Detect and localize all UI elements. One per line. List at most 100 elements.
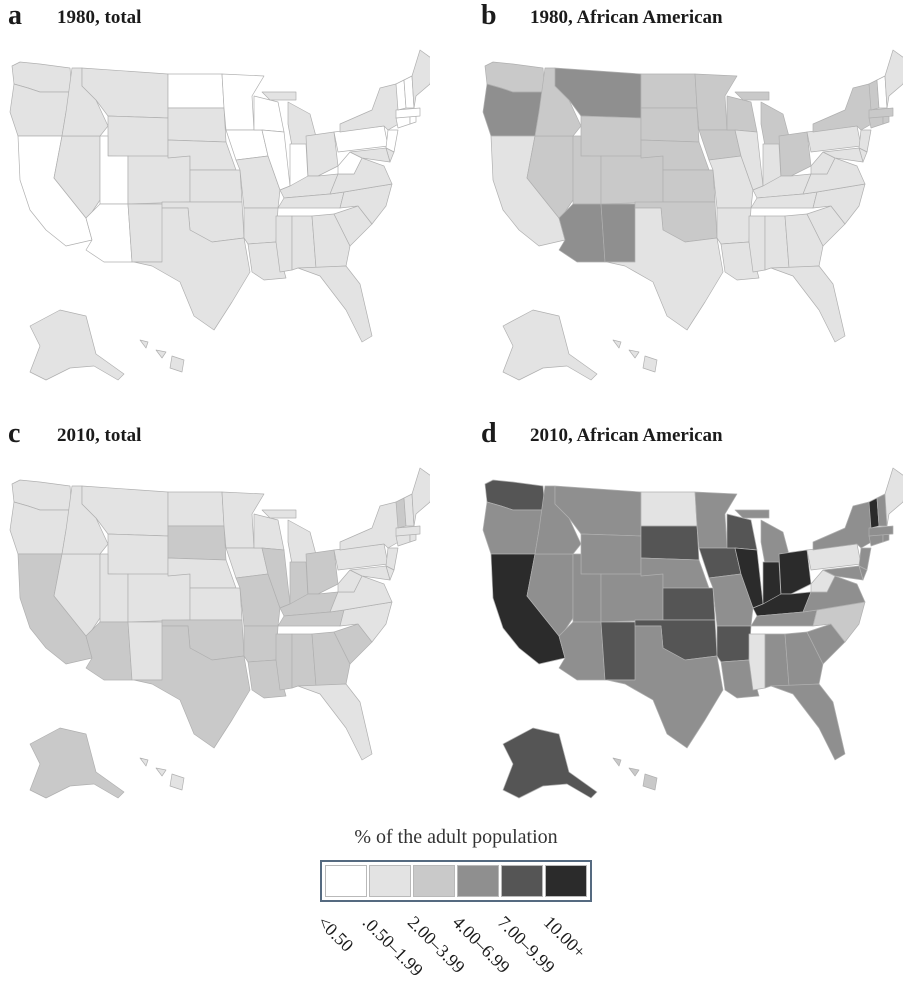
state-me [411, 467, 430, 527]
state-ri [882, 115, 890, 125]
state-ks [189, 169, 243, 203]
legend-title: % of the adult population [354, 826, 558, 848]
state-wy [580, 533, 642, 577]
state-ms [275, 633, 293, 691]
state-la [247, 659, 287, 699]
state-nd [167, 73, 225, 109]
state-wv [810, 151, 836, 175]
state-ar [716, 207, 752, 245]
state-wv [810, 569, 836, 593]
state-ia [225, 129, 269, 161]
state-nd [640, 73, 698, 109]
us-map [482, 49, 903, 381]
panel-title: 2010, total [57, 425, 142, 446]
state-wi [726, 513, 758, 551]
state-wi [253, 513, 285, 551]
map-panel-b: b 1980, African American [473, 0, 903, 390]
state-me [884, 49, 903, 109]
state-or [9, 501, 73, 555]
legend-swatch [413, 865, 455, 897]
state-ny [339, 83, 403, 133]
state-ny [812, 83, 876, 133]
state-wi [253, 95, 285, 133]
state-ma [395, 107, 421, 119]
state-or [482, 501, 546, 555]
legend-swatch [545, 865, 587, 897]
state-hi [612, 757, 658, 791]
state-fl [770, 683, 846, 761]
state-az [85, 621, 133, 681]
state-oh [778, 549, 812, 595]
panel-letter: c [8, 418, 21, 449]
state-me [411, 49, 430, 109]
legend-swatch [369, 865, 411, 897]
state-wv [337, 569, 363, 593]
state-or [9, 83, 73, 137]
panel-letter: b [481, 0, 497, 31]
state-ms [275, 215, 293, 273]
legend-swatch [457, 865, 499, 897]
state-ri [409, 533, 417, 543]
state-ny [339, 501, 403, 551]
state-sd [640, 107, 700, 143]
state-tx [133, 625, 251, 749]
us-map [9, 467, 430, 799]
state-md [822, 565, 864, 581]
state-ks [662, 169, 716, 203]
state-fl [297, 265, 373, 343]
state-ia [225, 547, 269, 579]
state-oh [305, 131, 339, 177]
map-panel-a: a 1980, total [0, 0, 430, 390]
state-ak [29, 727, 125, 799]
state-az [85, 203, 133, 263]
state-ri [409, 115, 417, 125]
map-panel-c: c 2010, total [0, 418, 430, 808]
state-ak [29, 309, 125, 381]
panel-title: 2010, African American [530, 425, 723, 446]
state-ri [882, 533, 890, 543]
state-sd [167, 107, 227, 143]
state-co [127, 155, 191, 205]
state-wy [107, 115, 169, 159]
us-map [482, 467, 903, 799]
state-sd [167, 525, 227, 561]
state-ma [868, 525, 894, 537]
state-tx [606, 207, 724, 331]
legend-bar [320, 860, 592, 902]
state-co [127, 573, 191, 623]
state-la [720, 659, 760, 699]
state-ma [868, 107, 894, 119]
state-ia [698, 129, 742, 161]
state-ma [395, 525, 421, 537]
us-map [9, 49, 430, 381]
state-ny [812, 501, 876, 551]
state-az [558, 621, 606, 681]
state-tx [133, 207, 251, 331]
state-ak [502, 727, 598, 799]
state-az [558, 203, 606, 263]
state-md [349, 565, 391, 581]
legend: % of the adult population <0.50 .0.50–1.… [314, 826, 594, 980]
state-fl [297, 683, 373, 761]
state-la [247, 241, 287, 281]
state-ar [243, 625, 279, 663]
state-ms [748, 215, 766, 273]
state-nd [167, 491, 225, 527]
state-wi [726, 95, 758, 133]
state-ms [748, 633, 766, 691]
state-hi [139, 339, 185, 373]
state-ar [716, 625, 752, 663]
panel-letter: a [8, 0, 22, 31]
legend-swatch [501, 865, 543, 897]
state-wy [580, 115, 642, 159]
panel-title: 1980, total [57, 7, 142, 28]
state-ks [189, 587, 243, 621]
state-tx [606, 625, 724, 749]
state-md [822, 147, 864, 163]
state-me [884, 467, 903, 527]
state-oh [305, 549, 339, 595]
state-co [600, 155, 664, 205]
state-wv [337, 151, 363, 175]
state-oh [778, 131, 812, 177]
state-co [600, 573, 664, 623]
